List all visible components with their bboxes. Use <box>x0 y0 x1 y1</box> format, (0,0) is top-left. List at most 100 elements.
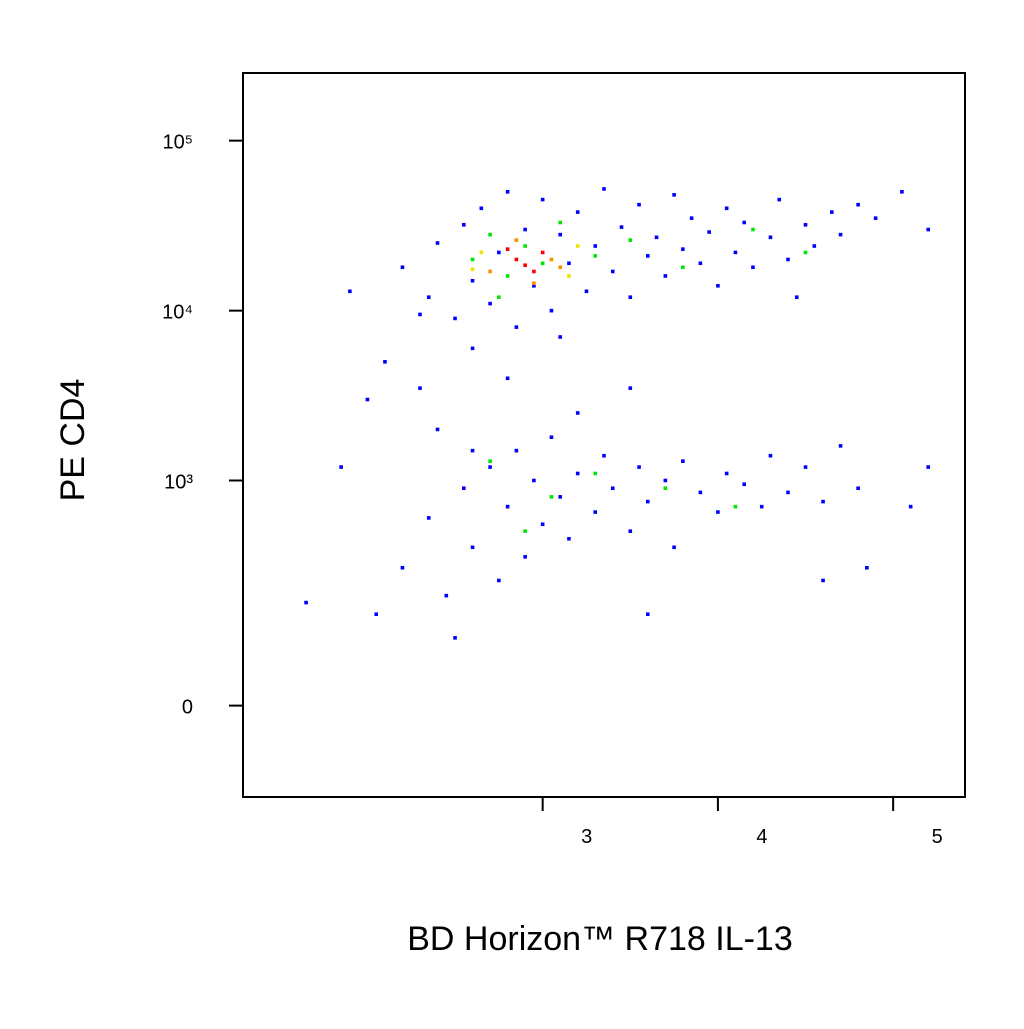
data-point <box>786 257 790 262</box>
data-point <box>751 265 755 270</box>
data-point <box>523 227 527 232</box>
data-point <box>742 482 746 487</box>
data-point <box>803 465 808 469</box>
data-point <box>575 411 580 415</box>
data-point <box>558 335 562 339</box>
data-point <box>742 220 746 225</box>
data-point <box>549 435 554 440</box>
data-point <box>663 478 668 483</box>
data-point <box>435 241 440 245</box>
data-point <box>523 263 527 268</box>
data-point <box>593 254 598 258</box>
data-point <box>926 465 930 469</box>
data-point <box>470 278 475 283</box>
data-point <box>488 459 492 463</box>
data-point <box>549 257 554 262</box>
data-point <box>628 529 633 533</box>
data-point <box>733 504 738 509</box>
data-point <box>681 265 685 270</box>
data-point <box>540 197 545 202</box>
y-tick-label: 10³ <box>164 471 193 493</box>
data-point <box>637 465 641 469</box>
data-point <box>575 244 580 248</box>
data-point <box>663 486 668 491</box>
plot-frame <box>242 72 966 798</box>
data-point <box>575 471 580 476</box>
data-point <box>400 265 405 270</box>
data-point <box>505 376 510 381</box>
data-point <box>838 232 843 237</box>
data-point <box>558 220 562 225</box>
data-point <box>383 360 387 364</box>
data-point <box>593 244 598 248</box>
data-point <box>558 265 562 270</box>
data-point <box>497 578 501 583</box>
data-point <box>593 471 598 476</box>
data-point <box>558 232 562 237</box>
y-tick-label: 10⁵ <box>162 132 193 154</box>
data-point <box>724 471 729 476</box>
data-point <box>514 325 519 329</box>
data-point <box>479 250 484 255</box>
data-point <box>304 600 308 605</box>
data-point <box>812 244 817 248</box>
data-point <box>794 295 799 299</box>
data-point <box>567 261 571 266</box>
data-point <box>751 227 755 232</box>
data-point <box>514 448 519 453</box>
data-point <box>567 274 571 278</box>
data-point <box>759 504 764 509</box>
data-point <box>426 295 431 299</box>
data-point <box>488 465 492 469</box>
data-point <box>575 210 580 214</box>
data-point <box>637 202 641 207</box>
data-point <box>453 636 457 640</box>
data-point <box>505 504 510 509</box>
x-tick-label: 4 <box>756 826 767 848</box>
data-point <box>540 250 545 255</box>
data-point <box>908 504 913 509</box>
data-point <box>646 499 650 504</box>
data-point <box>838 444 843 448</box>
data-point <box>365 397 370 402</box>
data-point <box>654 235 659 240</box>
data-point <box>470 545 475 550</box>
data-point <box>646 254 650 258</box>
data-point <box>900 190 904 194</box>
data-point <box>514 257 519 262</box>
data-point <box>549 495 554 499</box>
data-point <box>768 235 773 240</box>
data-point <box>584 289 589 294</box>
data-point <box>470 257 475 262</box>
data-point <box>873 216 878 220</box>
data-point <box>348 289 352 294</box>
data-point <box>830 210 834 214</box>
data-point <box>646 612 650 617</box>
data-point <box>505 190 510 194</box>
data-point <box>724 206 729 211</box>
data-point <box>610 486 615 491</box>
data-point <box>689 216 694 220</box>
data-point <box>549 308 554 313</box>
data-point <box>339 465 343 469</box>
data-point <box>567 536 571 541</box>
data-point <box>558 495 562 499</box>
data-point <box>707 230 711 234</box>
data-point <box>462 222 466 227</box>
data-point <box>523 555 527 559</box>
data-point <box>672 545 676 550</box>
data-point <box>602 187 606 191</box>
data-point <box>470 267 475 272</box>
data-point <box>435 427 440 432</box>
data-point <box>470 448 475 453</box>
data-point <box>488 269 492 274</box>
data-point <box>453 316 457 321</box>
data-point <box>716 510 720 514</box>
x-tick-label: 3 <box>581 826 592 848</box>
data-point <box>505 247 510 251</box>
data-point <box>856 202 860 207</box>
data-point <box>628 238 633 242</box>
data-point <box>532 269 536 274</box>
data-point <box>733 250 738 255</box>
